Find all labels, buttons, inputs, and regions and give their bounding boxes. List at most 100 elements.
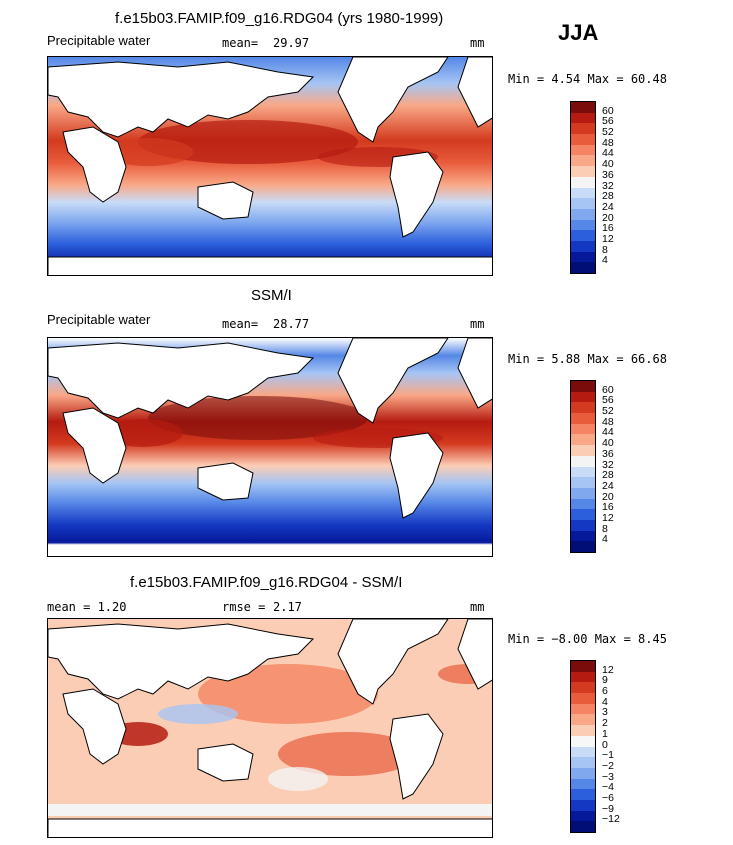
colorbar-swatch	[571, 166, 595, 177]
panel-2-map	[47, 337, 493, 557]
colorbar-swatch	[571, 262, 595, 273]
panel-1-variable-label: Precipitable water	[47, 33, 151, 48]
colorbar-tick-label: 4	[602, 533, 608, 546]
colorbar-tick-label: 9	[602, 674, 608, 687]
colorbar-swatch	[571, 821, 595, 832]
colorbar-tick-label: 52	[602, 126, 614, 139]
panel-2-map-svg	[48, 338, 492, 556]
colorbar-tick-label: 1	[602, 727, 608, 740]
colorbar-swatch	[571, 789, 595, 800]
panel-2-title: SSM/I	[251, 287, 292, 304]
colorbar-tick-label: 60	[602, 104, 614, 117]
colorbar-tick-label: 56	[602, 115, 614, 128]
colorbar-tick-label: 40	[602, 158, 614, 171]
colorbar-swatch	[571, 661, 595, 672]
colorbar-swatch	[571, 530, 595, 542]
colorbar-swatch	[571, 251, 595, 263]
panel-1-title: f.e15b03.FAMIP.f09_g16.RDG04 (yrs 1980-1…	[115, 10, 444, 27]
colorbar-tick-label: 36	[602, 447, 614, 460]
colorbar-tick-label: 12	[602, 232, 614, 245]
colorbar-tick-label: 32	[602, 179, 614, 192]
colorbar-tick-label: 60	[602, 383, 614, 396]
colorbar-swatch	[571, 477, 595, 488]
colorbar-tick-label: −1	[602, 749, 614, 762]
colorbar-swatch	[571, 155, 595, 167]
panel-3-map	[47, 618, 493, 838]
colorbar-tick-label: 28	[602, 469, 614, 482]
colorbar-tick-label: 0	[602, 738, 608, 751]
colorbar-tick-label: 4	[602, 695, 608, 708]
colorbar-swatch	[571, 509, 595, 520]
panel-3-unit: mm	[470, 600, 485, 614]
colorbar-tick-label: 24	[602, 479, 614, 492]
colorbar-swatch	[571, 693, 595, 704]
colorbar-swatch	[571, 198, 595, 209]
panel-3-map-svg	[48, 619, 492, 837]
colorbar-swatch	[571, 423, 595, 435]
colorbar-swatch	[571, 714, 595, 726]
colorbar-swatch	[571, 725, 595, 736]
colorbar-tick-label: 52	[602, 405, 614, 418]
colorbar-swatch	[571, 746, 595, 758]
colorbar-tick-label: 44	[602, 426, 614, 439]
colorbar-swatch	[571, 498, 595, 510]
colorbar-swatch	[571, 466, 595, 478]
panel-3-title: f.e15b03.FAMIP.f09_g16.RDG04 - SSM/I	[130, 574, 403, 591]
colorbar-swatch	[571, 757, 595, 768]
colorbar-swatch	[571, 208, 595, 220]
colorbar-tick-label: −9	[602, 802, 614, 815]
colorbar-tick-label: 8	[602, 522, 608, 535]
colorbar-tick-label: 3	[602, 706, 608, 719]
colorbar-tick-label: 28	[602, 190, 614, 203]
panel-1-map-svg	[48, 57, 492, 275]
panel-1-land	[48, 57, 492, 275]
colorbar-tick-label: 4	[602, 254, 608, 267]
colorbar-swatch	[571, 810, 595, 822]
panel-3-rmse-value: 2.17	[273, 600, 302, 614]
colorbar-swatch	[571, 445, 595, 456]
colorbar-swatch	[571, 541, 595, 552]
panel-1-mean-value: 29.97	[273, 36, 310, 50]
colorbar-swatch	[571, 767, 595, 779]
colorbar-swatch	[571, 735, 595, 747]
colorbar-swatch	[571, 381, 595, 392]
colorbar-tick-label: 20	[602, 490, 614, 503]
colorbar-tick-label: 48	[602, 136, 614, 149]
colorbar-tick-label: 2	[602, 717, 608, 730]
panel-3-mean-text: mean = 1.20	[47, 600, 127, 614]
season-label: JJA	[558, 20, 599, 45]
colorbar-swatch	[571, 434, 595, 446]
colorbar-tick-label: 6	[602, 685, 608, 698]
colorbar-swatch	[571, 123, 595, 135]
colorbar-swatch	[571, 402, 595, 414]
colorbar-tick-label: −2	[602, 759, 614, 772]
colorbar-swatch	[571, 455, 595, 467]
panel-1-range: Min = 4.54 Max = 60.48	[508, 72, 667, 86]
colorbar-tick-label: −12	[602, 813, 620, 826]
panel-2-mean-value: 28.77	[273, 317, 310, 331]
colorbar-swatch	[571, 144, 595, 156]
colorbar-tick-label: 32	[602, 458, 614, 471]
panel-2-land	[48, 338, 492, 519]
colorbar-swatch	[571, 519, 595, 531]
panel-2-unit: mm	[470, 317, 485, 331]
colorbar-tick-label: 20	[602, 211, 614, 224]
colorbar-swatch	[571, 112, 595, 124]
colorbar-tick-label: 12	[602, 663, 614, 676]
colorbar-swatch	[571, 413, 595, 424]
colorbar-swatch	[571, 703, 595, 715]
colorbar-tick-label: 8	[602, 243, 608, 256]
colorbar-swatch	[571, 799, 595, 811]
colorbar-swatch	[571, 391, 595, 403]
colorbar-tick-label: 40	[602, 437, 614, 450]
panel-2-colorbar	[570, 380, 596, 553]
panel-2-variable-label: Precipitable water	[47, 312, 151, 327]
colorbar-tick-label: −6	[602, 791, 614, 804]
colorbar-swatch	[571, 240, 595, 252]
colorbar-tick-label: 24	[602, 200, 614, 213]
panel-1-map	[47, 56, 493, 276]
panel-1-unit: mm	[470, 36, 485, 50]
colorbar-tick-label: 16	[602, 501, 614, 514]
colorbar-tick-label: 48	[602, 415, 614, 428]
colorbar-swatch	[571, 671, 595, 683]
